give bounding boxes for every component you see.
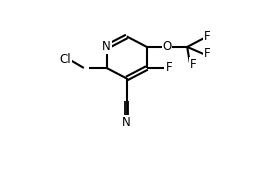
Text: F: F	[190, 58, 197, 71]
Text: N: N	[102, 40, 111, 53]
Text: O: O	[162, 40, 172, 53]
Text: F: F	[204, 30, 211, 43]
Text: F: F	[166, 61, 172, 74]
Text: Cl: Cl	[60, 53, 71, 66]
Text: N: N	[122, 116, 131, 129]
Text: F: F	[204, 48, 211, 61]
